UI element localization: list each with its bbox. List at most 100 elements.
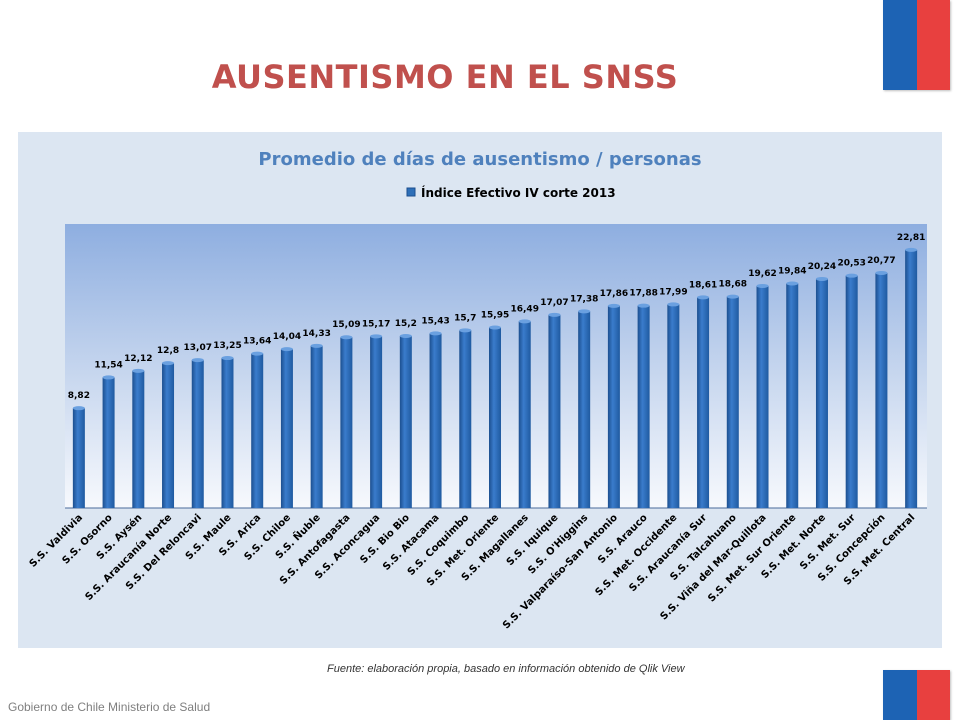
bar <box>132 370 145 508</box>
bar <box>607 305 620 508</box>
data-label: 15,09 <box>332 320 360 330</box>
bar <box>370 336 383 508</box>
data-label: 8,82 <box>68 391 90 401</box>
bar-cap <box>905 247 918 252</box>
data-label: 19,62 <box>748 269 776 279</box>
bar-cap <box>875 270 888 275</box>
bars-group <box>72 247 918 509</box>
bar <box>667 304 680 508</box>
data-label: 20,77 <box>867 256 895 266</box>
data-label: 16,49 <box>510 304 538 314</box>
bar <box>845 275 858 508</box>
bar <box>875 272 888 508</box>
bar <box>637 305 650 508</box>
bar-cap <box>370 334 383 339</box>
bar <box>251 353 264 508</box>
data-label: 13,07 <box>184 343 212 353</box>
bar-cap <box>607 303 620 308</box>
bar <box>429 333 442 508</box>
bar <box>72 408 85 508</box>
bar-cap <box>251 351 264 356</box>
data-label: 13,64 <box>243 337 271 347</box>
data-label: 17,88 <box>629 289 657 299</box>
bar <box>102 377 115 508</box>
data-label: 13,25 <box>213 341 241 351</box>
bar-cap <box>162 361 175 366</box>
chart-panel: Promedio de días de ausentismo / persona… <box>18 132 942 648</box>
bar-cap <box>697 295 710 300</box>
bar-cap <box>667 302 680 307</box>
bar-cap <box>399 333 412 338</box>
footer-text: Gobierno de Chile Ministerio de Salud <box>8 700 211 714</box>
bar-cap <box>310 343 323 348</box>
bar-cap <box>489 325 501 330</box>
page-title: AUSENTISMO EN EL SNSS <box>211 58 679 96</box>
data-label: 18,61 <box>689 280 717 290</box>
chile-flag-top <box>883 0 950 90</box>
bar-cap <box>726 294 739 299</box>
bar-cap <box>340 335 353 340</box>
legend-swatch <box>406 187 416 197</box>
bar <box>459 330 472 508</box>
bar <box>518 321 531 508</box>
data-label: 15,7 <box>454 313 476 323</box>
data-label: 14,33 <box>302 329 330 339</box>
data-label: 15,2 <box>395 319 417 329</box>
data-label: 20,24 <box>808 262 836 272</box>
data-label: 17,99 <box>659 287 687 297</box>
bar-cap <box>191 358 204 363</box>
bar-cap <box>548 312 561 317</box>
data-label: 18,68 <box>719 280 747 290</box>
data-label: 14,04 <box>273 332 301 342</box>
chart-title: Promedio de días de ausentismo / persona… <box>258 149 701 170</box>
bar-cap <box>637 303 650 308</box>
bar-cap <box>132 368 145 373</box>
bar <box>548 314 561 508</box>
bar <box>280 349 293 508</box>
data-label: 15,95 <box>481 310 509 320</box>
bar <box>697 297 710 508</box>
legend-label: Índice Efectivo IV corte 2013 <box>421 185 616 200</box>
bar <box>578 311 591 508</box>
data-label: 17,38 <box>570 294 598 304</box>
data-label: 22,81 <box>897 233 925 243</box>
bar <box>815 278 828 508</box>
bar-cap <box>221 356 234 361</box>
bar <box>726 296 739 508</box>
bar <box>905 249 918 509</box>
bar <box>310 345 323 508</box>
chile-flag-bottom <box>883 670 950 720</box>
bar <box>162 363 175 508</box>
bar <box>786 283 799 508</box>
data-label: 20,53 <box>837 259 865 269</box>
data-label: 15,43 <box>421 316 449 326</box>
legend: Índice Efectivo IV corte 2013 <box>406 185 616 200</box>
bar-cap <box>459 328 472 333</box>
bar <box>399 335 412 508</box>
bar <box>756 285 769 508</box>
data-label: 17,07 <box>540 298 568 308</box>
bar <box>221 358 234 508</box>
bar <box>191 360 204 508</box>
data-label: 12,8 <box>157 346 179 356</box>
bar-cap <box>845 273 858 278</box>
bar-cap <box>72 406 85 411</box>
bar <box>489 327 501 508</box>
source-note: Fuente: elaboración propia, basado en in… <box>327 663 685 675</box>
data-label: 17,86 <box>600 289 628 299</box>
bar-cap <box>280 347 293 352</box>
bar <box>340 337 353 508</box>
data-label: 15,17 <box>362 319 390 329</box>
category-label: S.S. Iquique <box>505 512 561 568</box>
data-label: 12,12 <box>124 354 152 364</box>
bar-cap <box>102 375 115 380</box>
bar-cap <box>518 319 531 324</box>
bar-cap <box>578 309 591 314</box>
bar-chart: Promedio de días de ausentismo / persona… <box>28 149 927 632</box>
bar-cap <box>429 331 442 336</box>
bar-cap <box>815 276 828 281</box>
category-label: S.S. Valdivia <box>28 512 85 569</box>
data-label: 19,84 <box>778 266 806 276</box>
